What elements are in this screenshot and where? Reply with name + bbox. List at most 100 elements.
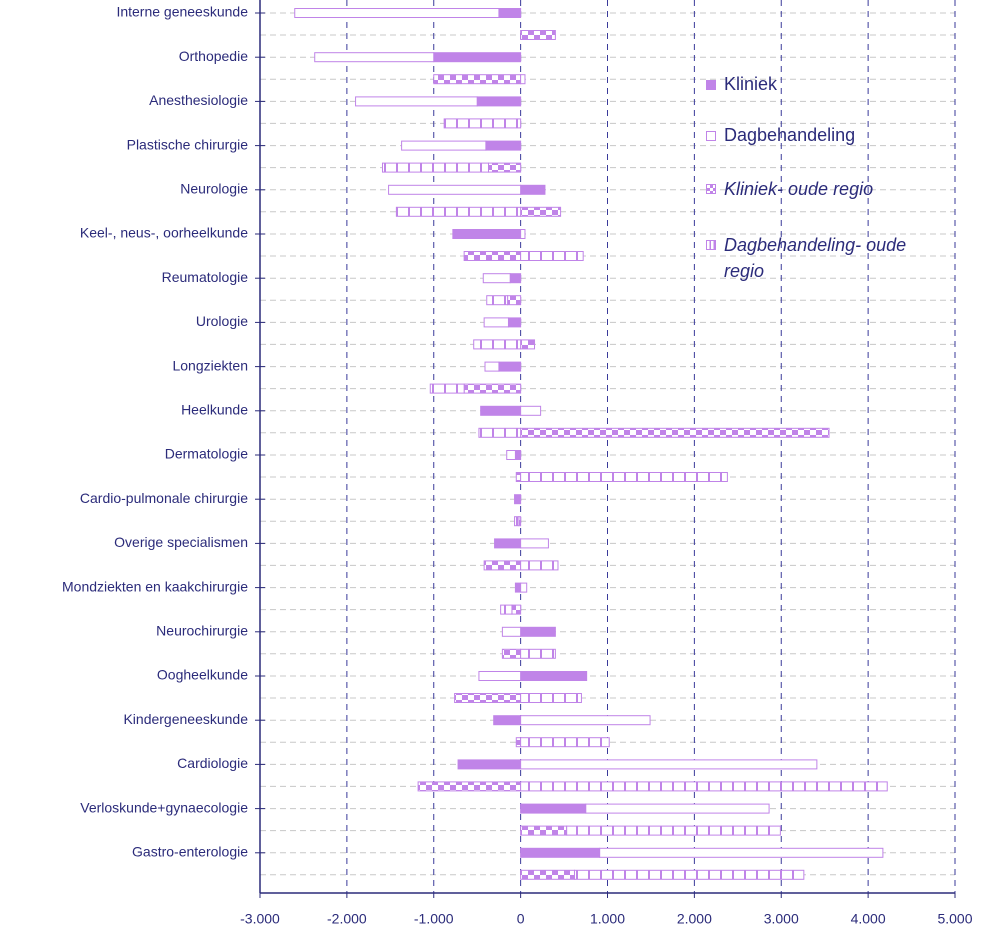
bar (433, 74, 522, 85)
y-tick-label: Plastische chirurgie (127, 136, 249, 152)
bar (433, 52, 522, 63)
bar (355, 96, 478, 107)
bar (473, 339, 522, 350)
bar (498, 8, 522, 18)
bar (520, 184, 546, 195)
bar (463, 383, 522, 394)
bar (514, 494, 522, 505)
bar (500, 604, 513, 615)
bar (520, 30, 556, 40)
bar (520, 648, 556, 659)
legend-item: Kliniek- oude regio (706, 176, 926, 202)
legend-swatch (706, 184, 716, 194)
y-tick-label: Neurochirurgie (156, 623, 248, 639)
y-tick-label: Kindergeneeskunde (123, 711, 248, 727)
x-tick-label: -3.000 (240, 911, 280, 927)
x-tick-label: 3.000 (764, 911, 799, 927)
y-tick-label: Reumatologie (162, 269, 249, 285)
bar (520, 560, 559, 571)
x-tick-label: 2.000 (677, 911, 712, 927)
bar (314, 52, 435, 63)
bar (520, 737, 610, 748)
y-tick-label: Neurologie (180, 181, 248, 197)
bar (443, 118, 522, 129)
bar (478, 671, 522, 681)
bar (483, 560, 522, 571)
bar (520, 803, 587, 814)
y-tick-label: Dermatologie (165, 446, 248, 462)
bar (514, 516, 520, 527)
bar (573, 869, 805, 880)
legend-label: Kliniek- oude regio (724, 179, 874, 199)
y-tick-label: Orthopedie (179, 48, 248, 64)
bar (482, 273, 511, 284)
bar (417, 781, 522, 792)
legend-item: Dagbehandeling (706, 125, 926, 146)
bar (395, 206, 522, 217)
bar (520, 405, 542, 416)
bar (566, 825, 781, 836)
bar (493, 715, 522, 726)
legend-item: Dagbehandeling- oude regio (706, 232, 926, 284)
bar (520, 582, 528, 593)
y-tick-label: Verloskunde+gynaecologie (80, 799, 248, 815)
bar (515, 737, 522, 748)
legend-label: Dagbehandeling- oude regio (724, 235, 907, 281)
bar (515, 472, 522, 482)
x-tick-label: -2.000 (327, 911, 367, 927)
bar (520, 229, 526, 239)
bar (494, 538, 522, 549)
bar (520, 869, 575, 880)
bar (485, 140, 522, 151)
bar (478, 427, 522, 438)
bar (429, 383, 465, 394)
bar (514, 450, 522, 460)
bar (520, 538, 549, 549)
bar (463, 251, 522, 261)
bar (506, 450, 516, 460)
x-tick-label: -1.000 (414, 911, 454, 927)
bar (520, 626, 556, 637)
bar (480, 405, 522, 416)
y-tick-label: Oogheelkunde (157, 667, 248, 683)
bar (520, 825, 568, 836)
bar (294, 8, 500, 18)
legend: Kliniek Dagbehandeling Kliniek- oude regio… (706, 74, 926, 314)
bar (520, 74, 526, 85)
x-tick-label: 5.000 (937, 911, 972, 927)
bar (501, 626, 522, 637)
bar (401, 140, 487, 151)
bar (520, 671, 588, 681)
y-tick-label: Overige specialismen (114, 534, 248, 550)
bar (476, 96, 522, 107)
legend-label: Dagbehandeling (724, 125, 856, 145)
bar (520, 715, 651, 726)
bar (520, 427, 830, 438)
bar (520, 472, 728, 482)
bar (388, 184, 522, 195)
legend-swatch (706, 80, 716, 90)
bar (457, 759, 522, 770)
y-tick-label: Longziekten (172, 357, 248, 373)
y-tick-label: Interne geneeskunde (116, 4, 248, 20)
y-tick-label: Anesthesiologie (149, 92, 248, 108)
bar (520, 781, 888, 792)
bar (520, 847, 601, 858)
bar (484, 361, 500, 372)
legend-label: Kliniek (724, 74, 778, 94)
bar (507, 317, 522, 328)
y-tick-label: Cardio-pulmonale chirurgie (80, 490, 248, 506)
bar (498, 361, 522, 372)
bar (454, 693, 522, 703)
bar (452, 229, 522, 239)
x-tick-label: 0 (517, 911, 525, 927)
bar (507, 295, 522, 306)
bar (520, 251, 584, 261)
bar (520, 339, 536, 350)
bar (511, 604, 522, 615)
bar (520, 206, 562, 217)
y-tick-label: Urologie (196, 313, 248, 329)
y-tick-label: Keel-, neus-, oorheelkunde (80, 225, 248, 241)
